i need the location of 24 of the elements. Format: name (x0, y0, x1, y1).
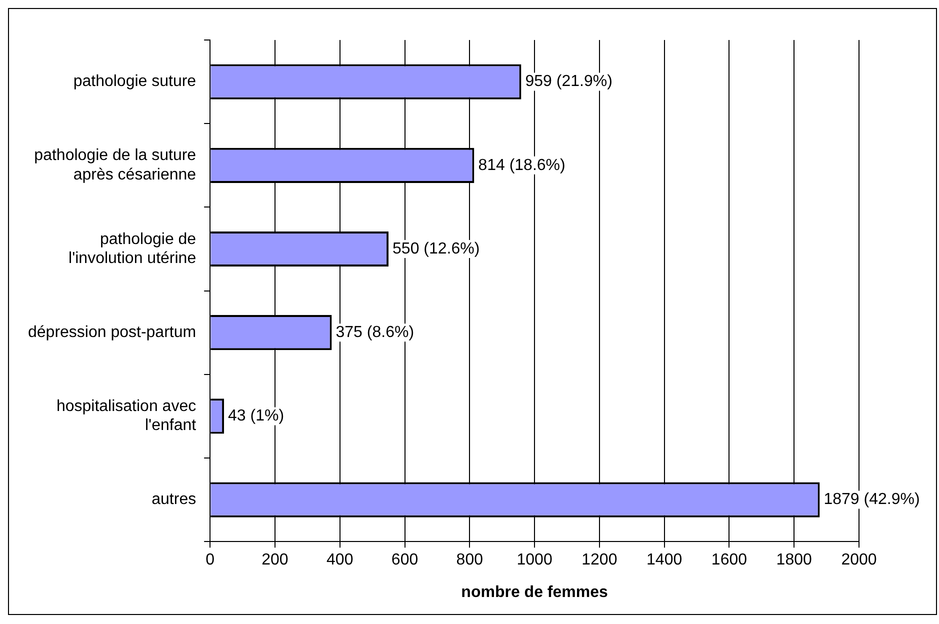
x-tick-label: 0 (206, 552, 215, 569)
y-tick-label: dépression post-partum (28, 324, 196, 342)
x-tick-label: 200 (262, 552, 288, 569)
y-tick-label: pathologie suture (73, 73, 196, 90)
x-tick-label: 1200 (582, 552, 618, 569)
data-label: 959 (21.9%) (525, 73, 612, 90)
data-label: 43 (1%) (228, 408, 284, 425)
x-tick-label: 2000 (841, 552, 877, 569)
x-tick-label: 800 (456, 552, 484, 569)
y-tick-label: autres (152, 491, 196, 508)
y-tick-label: hospitalisation avec l'enfant (56, 398, 197, 434)
x-tick-label: 1600 (711, 552, 748, 569)
x-tick-label: 1400 (646, 552, 682, 569)
data-label: 375 (8.6%) (336, 324, 414, 342)
data-label: 814 (18.6%) (478, 156, 566, 174)
data-label: 1879 (42.9%) (824, 491, 920, 508)
x-axis-title: nombre de femmes (461, 584, 608, 601)
x-tick-label: 1800 (776, 552, 812, 569)
data-label: 550 (12.6%) (392, 240, 480, 258)
y-tick-label: pathologie de l'involution utérine (68, 230, 196, 268)
y-tick-label: pathologie de la suture après césarienne (34, 147, 196, 184)
x-tick-label: 400 (326, 552, 354, 569)
x-tick-label: 600 (391, 552, 418, 569)
x-tick-label: 1000 (516, 552, 552, 569)
